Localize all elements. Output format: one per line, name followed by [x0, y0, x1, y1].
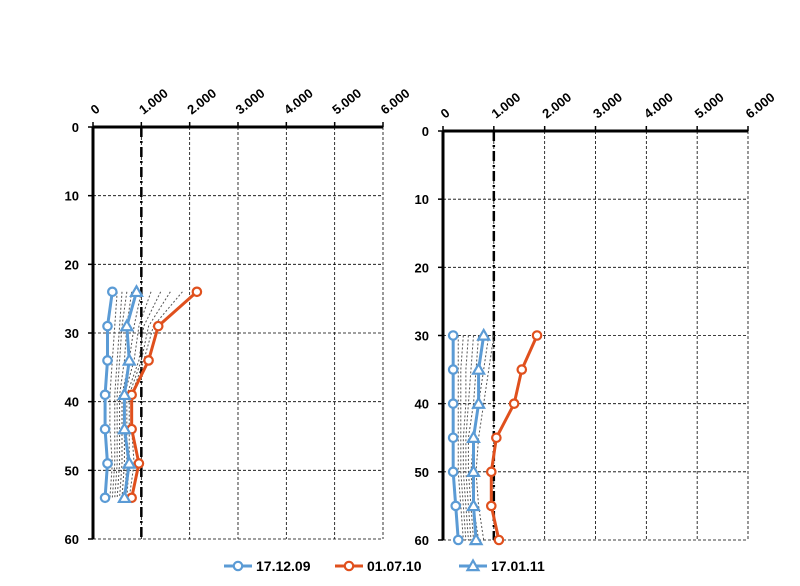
data-point-01.07.10: [516, 364, 528, 375]
left-chart-panel: 0 1.000 2.000 3.000 4.000 5.000 6.000 0 10 20 30 40…: [65, 86, 413, 547]
data-point-17.01.11: [117, 421, 132, 435]
x-tick-label: 1.000: [488, 90, 523, 122]
data-point-17.12.09: [102, 355, 113, 366]
data-point-17.12.09: [99, 389, 111, 401]
x-tick-label: 4.000: [641, 90, 676, 122]
data-point-17.01.11: [117, 387, 132, 401]
y-tick-label: 0: [422, 124, 429, 139]
x-tick-label: 6.000: [378, 86, 413, 118]
data-point-17.12.09: [447, 364, 459, 375]
dotted-profile-line: [114, 291, 128, 498]
dotted-profile-line: [460, 335, 467, 541]
y-tick-label: 60: [415, 533, 429, 548]
y-tick-label: 30: [65, 326, 79, 341]
data-point-01.07.10: [491, 432, 502, 444]
legend-marker: [465, 558, 481, 572]
x-tick-label: 5.000: [329, 86, 364, 118]
data-point-17.01.11: [121, 352, 137, 366]
x-tick-label: 3.000: [590, 90, 625, 122]
y-tick-label: 60: [65, 532, 79, 547]
legend-label: 01.07.10: [367, 558, 422, 574]
legend-label: 17.01.11: [491, 558, 545, 574]
data-point-17.01.11: [129, 284, 144, 298]
legend-label: 17.12.09: [256, 558, 311, 574]
data-point-01.07.10: [485, 466, 497, 478]
y-tick-label: 10: [65, 189, 79, 204]
y-tick-label: 50: [415, 465, 429, 480]
data-point-01.07.10: [133, 458, 145, 469]
data-point-01.07.10: [508, 398, 520, 409]
x-tick-label: 3.000: [233, 86, 268, 118]
x-tick-label: 0: [88, 101, 103, 117]
right-chart-panel: 0 1.000 2.000 3.000 4.000 5.000 6.000 0 10 20 30 40…: [415, 90, 778, 548]
data-point-01.07.10: [531, 330, 543, 341]
data-point-17.12.09: [450, 500, 462, 512]
data-point-17.12.09: [447, 432, 459, 444]
y-tick-label: 30: [415, 329, 429, 344]
y-tick-label: 50: [65, 463, 79, 478]
data-point-17.01.11: [466, 464, 481, 478]
legend-marker: [232, 560, 244, 572]
y-tick-label: 0: [72, 120, 79, 135]
data-point-17.12.09: [99, 492, 111, 504]
data-point-17.12.09: [447, 466, 459, 478]
y-tick-label: 40: [65, 395, 79, 410]
legend: 17.12.09 01.07.10 17.01.11: [224, 558, 545, 574]
data-point-17.12.09: [452, 534, 464, 546]
data-point-17.12.09: [447, 330, 459, 341]
x-tick-label: 1.000: [136, 86, 171, 118]
data-point-17.01.11: [471, 395, 486, 409]
x-tick-label: 4.000: [281, 86, 316, 118]
x-tick-label: 5.000: [692, 90, 727, 122]
data-point-17.01.11: [119, 318, 135, 332]
x-tick-label: 2.000: [539, 90, 574, 122]
data-point-17.12.09: [99, 423, 111, 435]
y-tick-label: 20: [415, 260, 429, 275]
data-point-17.12.09: [447, 398, 459, 409]
y-tick-label: 20: [65, 257, 79, 272]
data-point-17.01.11: [466, 498, 481, 512]
data-point-17.01.11: [468, 532, 484, 546]
dotted-profile-line: [116, 291, 133, 498]
x-tick-label: 2.000: [184, 86, 219, 118]
data-point-17.12.09: [102, 320, 113, 332]
data-point-17.01.11: [476, 327, 492, 341]
data-point-17.01.11: [121, 455, 137, 469]
x-tick-label: 6.000: [743, 90, 778, 122]
data-point-17.01.11: [466, 430, 481, 443]
legend-marker: [343, 560, 355, 572]
data-point-01.07.10: [152, 320, 164, 332]
data-point-17.01.11: [117, 490, 132, 504]
data-point-17.12.09: [102, 458, 113, 469]
data-point-01.07.10: [493, 534, 505, 546]
dotted-profile-line: [121, 291, 152, 498]
data-point-01.07.10: [191, 286, 203, 298]
data-point-01.07.10: [143, 355, 154, 366]
y-tick-label: 40: [415, 397, 429, 412]
y-tick-label: 10: [415, 192, 429, 207]
data-point-17.12.09: [107, 286, 118, 298]
data-point-01.07.10: [485, 500, 497, 512]
data-point-17.01.11: [471, 361, 486, 375]
x-tick-label: 0: [438, 105, 453, 121]
